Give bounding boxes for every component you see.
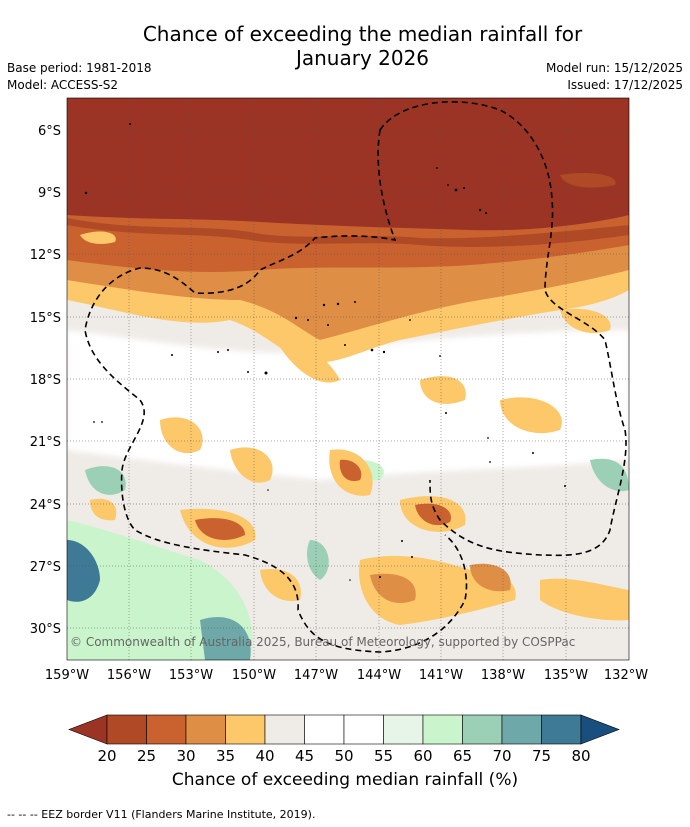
issued-date: Issued: 17/12/2025 xyxy=(567,78,683,92)
colorbar-swatch xyxy=(343,714,384,745)
model-name: Model: ACCESS-S2 xyxy=(7,78,119,92)
colorbar-swatches xyxy=(68,714,620,745)
colorbar-ticks: 20 25 30 35 40 45 50 55 60 65 70 75 80 xyxy=(97,747,590,765)
yellow-spot-nw xyxy=(80,231,116,244)
title-line-2: January 2026 xyxy=(295,46,430,70)
lat-label: 30°S xyxy=(30,622,61,637)
yellow-blob-9 xyxy=(420,376,466,404)
colorbar-swatch xyxy=(264,714,305,745)
yellow-tongue xyxy=(270,330,340,383)
blue-patch-sw xyxy=(67,540,100,602)
lon-label: 141°W xyxy=(419,668,463,683)
teal-patch-c xyxy=(307,540,329,580)
colorbar-tick-label: 30 xyxy=(176,747,195,765)
base-period: Base period: 1981-2018 xyxy=(7,61,152,75)
colorbar-tick-label: 75 xyxy=(532,747,551,765)
orange-blob-4 xyxy=(195,518,245,540)
colorbar-tick-label: 40 xyxy=(255,747,274,765)
lat-label: 21°S xyxy=(30,435,61,450)
colorbar-swatch xyxy=(304,714,345,745)
model-run: Model run: 15/12/2025 xyxy=(545,61,683,75)
lat-label: 27°S xyxy=(30,560,61,575)
colorbar-swatch xyxy=(462,714,503,745)
title-line-1: Chance of exceeding the median rainfall … xyxy=(142,22,583,46)
lon-axis: 159°W 156°W 153°W 150°W 147°W 144°W 141°… xyxy=(45,668,648,683)
colorbar-tick-label: 65 xyxy=(453,747,472,765)
neutral-band xyxy=(67,330,629,480)
lon-label: 132°W xyxy=(604,668,648,683)
colorbar-swatch xyxy=(146,714,187,745)
colorbar-extend-low xyxy=(68,714,108,745)
colorbar-tick-label: 50 xyxy=(334,747,353,765)
meta-left: Base period: 1981-2018 Model: ACCESS-S2 xyxy=(7,60,152,94)
lat-label: 12°S xyxy=(30,248,61,263)
lat-label: 24°S xyxy=(30,498,61,513)
yellow-blob-se xyxy=(540,578,629,621)
lat-label: 9°S xyxy=(38,186,61,201)
dark-red-band xyxy=(67,98,629,231)
orange-blob-5 xyxy=(415,503,451,526)
colorbar-tick-label: 80 xyxy=(571,747,590,765)
colorbar-tick-label: 20 xyxy=(97,747,116,765)
colorbar-tick-label: 25 xyxy=(137,747,156,765)
graticule xyxy=(67,98,629,660)
yellow-blob-6 xyxy=(260,569,301,602)
colorbar-tick-label: 60 xyxy=(413,747,432,765)
teal-patch-s xyxy=(200,616,251,660)
meta-right: Model run: 15/12/2025 Issued: 17/12/2025 xyxy=(546,60,683,94)
teal-patch-e xyxy=(590,458,629,492)
rainfall-map: © Commonwealth of Australia 2025, Bureau… xyxy=(30,97,648,683)
lat-label: 18°S xyxy=(30,373,61,388)
lat-axis: 6°S 9°S 12°S 15°S 18°S 21°S 24°S 27°S 30… xyxy=(30,124,61,637)
copyright-text: © Commonwealth of Australia 2025, Bureau… xyxy=(70,635,575,649)
map-frame xyxy=(66,97,630,661)
colorbar-extend-high xyxy=(580,714,620,745)
colorbar-swatch xyxy=(106,714,147,745)
lon-label: 153°W xyxy=(169,668,213,683)
yellow-blob-2 xyxy=(230,447,273,483)
eez-borders xyxy=(84,101,627,653)
colorbar-swatch xyxy=(185,714,226,745)
lon-label: 144°W xyxy=(357,668,401,683)
red-transition xyxy=(67,218,629,247)
lat-label: 15°S xyxy=(30,311,61,326)
yellow-blob-8 xyxy=(500,397,562,434)
colorbar: 20 25 30 35 40 45 50 55 60 65 70 75 80 xyxy=(68,714,620,765)
orange-blob-3 xyxy=(339,459,362,482)
colorbar-swatch xyxy=(422,714,463,745)
colorbar-swatch xyxy=(501,714,542,745)
lon-label: 150°W xyxy=(232,668,276,683)
colorbar-tick-label: 35 xyxy=(216,747,235,765)
orange-blob-s1 xyxy=(370,573,416,603)
lon-label: 147°W xyxy=(294,668,338,683)
lon-label: 138°W xyxy=(481,668,525,683)
orange-blob-s2 xyxy=(470,563,511,592)
lat-label: 6°S xyxy=(38,124,61,139)
colorbar-swatch xyxy=(541,714,582,745)
yellow-blob-10 xyxy=(560,308,611,334)
teal-patch-w xyxy=(85,466,126,495)
yellow-blob-1 xyxy=(160,417,203,454)
colorbar-label: Chance of exceeding median rainfall (%) xyxy=(171,770,519,790)
lon-label: 135°W xyxy=(544,668,588,683)
colorbar-tick-label: 45 xyxy=(295,747,314,765)
orange-spot-ne xyxy=(560,173,616,188)
colorbar-swatch xyxy=(383,714,424,745)
colorbar-swatch xyxy=(225,714,266,745)
lon-label: 159°W xyxy=(45,668,89,683)
map-field xyxy=(67,98,629,660)
colorbar-tick-label: 55 xyxy=(374,747,393,765)
footer-note: -- -- -- EEZ border V11 (Flanders Marine… xyxy=(7,808,316,821)
map-title: Chance of exceeding the median rainfall … xyxy=(0,22,690,70)
lon-label: 156°W xyxy=(107,668,151,683)
colorbar-tick-label: 70 xyxy=(492,747,511,765)
islands xyxy=(84,123,566,581)
